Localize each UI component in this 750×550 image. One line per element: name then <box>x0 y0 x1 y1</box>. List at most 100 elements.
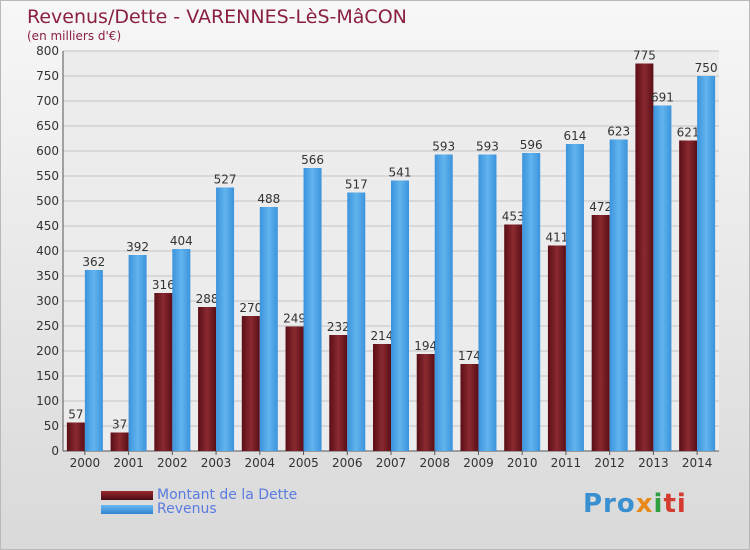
debt-bar <box>285 326 304 451</box>
revenue-bar <box>434 154 453 451</box>
logo-part-2: x <box>635 489 654 519</box>
x-tick-label: 2001 <box>113 456 144 470</box>
revenue-value-label: 750 <box>695 61 718 75</box>
debt-value-label: 270 <box>239 301 262 315</box>
revenue-value-label: 596 <box>520 138 543 152</box>
x-tick-label: 2014 <box>682 456 713 470</box>
x-tick-label: 2009 <box>463 456 494 470</box>
y-tick-label: 350 <box>36 269 59 283</box>
y-tick-label: 650 <box>36 119 59 133</box>
chart-legend: Montant de la Dette Revenus <box>101 487 298 517</box>
y-tick-label: 550 <box>36 169 59 183</box>
logo-part-3: i <box>653 489 664 519</box>
y-tick-label: 50 <box>44 419 59 433</box>
revenue-value-label: 488 <box>257 192 280 206</box>
debt-bar <box>66 422 85 451</box>
debt-value-label: 174 <box>458 349 481 363</box>
y-tick-label: 100 <box>36 394 59 408</box>
chart-subtitle: (en milliers d'€) <box>27 29 122 43</box>
y-tick-label: 200 <box>36 344 59 358</box>
debt-bar <box>329 335 348 451</box>
debt-value-label: 453 <box>502 210 525 224</box>
logo-part-4: ti <box>663 489 687 519</box>
revenue-bar <box>522 153 541 451</box>
revenue-bar <box>478 154 497 451</box>
revenue-value-label: 593 <box>476 140 499 154</box>
revenue-bar <box>347 192 366 451</box>
y-tick-label: 800 <box>36 44 59 58</box>
debt-bar <box>154 293 173 451</box>
debt-value-label: 411 <box>545 231 568 245</box>
revenue-value-label: 404 <box>170 234 193 248</box>
y-tick-label: 750 <box>36 69 59 83</box>
legend-label-revenus: Revenus <box>157 501 217 517</box>
debt-value-label: 194 <box>414 339 437 353</box>
debt-value-label: 288 <box>196 292 219 306</box>
revenue-value-label: 527 <box>214 173 237 187</box>
debt-bar <box>198 307 217 451</box>
x-tick-label: 2008 <box>419 456 450 470</box>
legend-label-dette: Montant de la Dette <box>157 487 298 503</box>
debt-value-label: 37 <box>112 418 127 432</box>
revenue-bar <box>84 270 103 451</box>
y-tick-label: 700 <box>36 94 59 108</box>
revenue-value-label: 517 <box>345 178 368 192</box>
revenue-value-label: 623 <box>607 125 630 139</box>
legend-swatch-revenus <box>101 504 153 514</box>
x-tick-label: 2002 <box>157 456 188 470</box>
y-tick-label: 600 <box>36 144 59 158</box>
debt-bar <box>635 63 654 451</box>
revenue-value-label: 566 <box>301 153 324 167</box>
debt-value-label: 57 <box>68 408 83 422</box>
revenue-bar <box>391 180 409 451</box>
revenue-value-label: 614 <box>563 129 586 143</box>
proxiti-logo: Proxiti <box>583 489 687 519</box>
revenue-bar <box>172 249 191 451</box>
debt-bar <box>241 316 260 451</box>
revenue-value-label: 541 <box>389 166 412 180</box>
debt-value-label: 232 <box>327 320 350 334</box>
y-tick-label: 500 <box>36 194 59 208</box>
debt-bar <box>591 215 610 451</box>
y-tick-label: 150 <box>36 369 59 383</box>
x-tick-label: 2005 <box>288 456 319 470</box>
debt-bar <box>460 364 479 451</box>
revenue-value-label: 392 <box>126 240 149 254</box>
y-tick-label: 300 <box>36 294 59 308</box>
debt-value-label: 249 <box>283 312 306 326</box>
x-tick-label: 2003 <box>201 456 232 470</box>
y-tick-label: 250 <box>36 319 59 333</box>
x-tick-label: 2007 <box>376 456 407 470</box>
legend-item-dette: Montant de la Dette <box>101 487 298 503</box>
revenue-value-label: 691 <box>651 91 674 105</box>
debt-bar <box>504 224 523 451</box>
debt-bar <box>679 140 698 451</box>
x-tick-label: 2013 <box>638 456 669 470</box>
debt-value-label: 214 <box>371 329 394 343</box>
revenue-bar <box>128 255 147 451</box>
debt-bar <box>547 245 566 451</box>
debt-value-label: 472 <box>589 200 612 214</box>
logo-part-1: Pro <box>583 489 636 519</box>
revenue-bar <box>697 76 716 451</box>
revenue-bar <box>565 144 584 451</box>
revenue-bar <box>216 187 235 451</box>
x-tick-label: 2010 <box>507 456 538 470</box>
revenue-bar <box>609 139 628 451</box>
legend-swatch-dette <box>101 490 153 500</box>
x-tick-label: 2011 <box>551 456 582 470</box>
revenue-bar <box>653 105 672 451</box>
y-tick-label: 0 <box>51 444 59 458</box>
x-tick-label: 2000 <box>70 456 101 470</box>
debt-value-label: 316 <box>152 278 175 292</box>
chart-title: Revenus/Dette - VARENNES-LèS-MâCON <box>27 6 407 28</box>
debt-value-label: 621 <box>677 126 700 140</box>
revenue-value-label: 362 <box>82 255 105 269</box>
revenue-bar <box>259 207 278 451</box>
debt-bar <box>373 344 391 451</box>
legend-item-revenus: Revenus <box>101 501 297 517</box>
debt-bar <box>416 354 435 451</box>
x-tick-label: 2004 <box>245 456 276 470</box>
revenue-bar <box>303 168 322 451</box>
y-tick-label: 450 <box>36 219 59 233</box>
